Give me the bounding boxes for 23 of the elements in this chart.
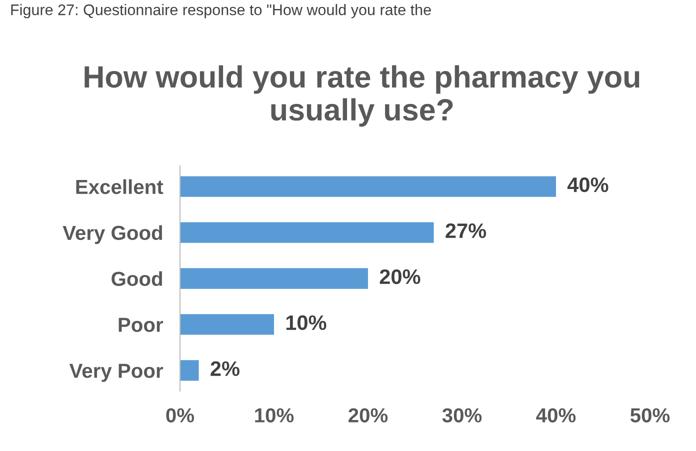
y-tick-label: Poor [118,318,164,332]
x-tick-label: 50% [630,408,670,422]
y-tick-label: Very Good [62,225,162,244]
y-tick-label: Very Poor [69,364,164,382]
data-label: 20% [380,269,420,284]
y-tick-label: Good [112,271,162,286]
x-tick-label: 10% [255,408,294,422]
bar [180,176,556,197]
chart-title: How would you rate the pharmacy you usually use? [84,65,640,127]
x-tick-label: 30% [442,408,482,422]
x-tick-label: 20% [348,408,388,422]
data-label: 40% [567,177,608,192]
x-tick-label: 40% [536,408,576,422]
bar [180,314,274,335]
bar [180,222,434,243]
data-label: 2% [210,361,240,376]
bar [180,360,199,381]
data-label: 27% [446,223,486,238]
data-label: 10% [286,315,326,330]
caption: Figure 27: Questionnaire response to "How would you rate the [11,4,431,18]
bar [180,268,368,289]
x-tick-label: 0% [166,408,194,422]
y-tick-label: Excellent [76,179,164,194]
